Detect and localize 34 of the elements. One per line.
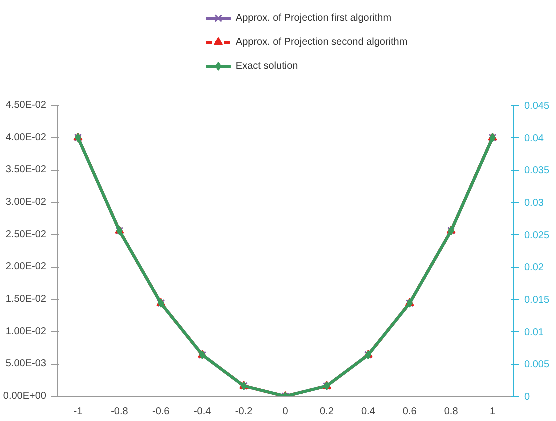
y2-tick-label: 0 <box>524 392 530 403</box>
x-tick-label: 0.8 <box>444 406 459 418</box>
x-tick-label: -0.8 <box>111 406 129 418</box>
y-tick-label: 3.00E-02 <box>6 197 47 208</box>
y2-tick-label: 0.01 <box>524 327 544 338</box>
legend-label: Approx. of Projection second algorithm <box>236 37 408 48</box>
y-tick-label: 5.00E-03 <box>6 358 47 370</box>
y-tick-label: 1.00E-02 <box>6 326 47 338</box>
x-tick-label: 1 <box>490 406 496 418</box>
y2-tick-label: 0.045 <box>524 101 550 112</box>
y2-tick-label: 0.03 <box>524 198 544 209</box>
legend-label: Approx. of Projection first algorithm <box>236 13 392 24</box>
x-tick-label: -0.4 <box>194 406 212 418</box>
y-tick-label: 1.50E-02 <box>6 294 47 305</box>
y2-tick-label: 0.015 <box>524 295 550 306</box>
x-tick-label: 0.6 <box>402 406 418 418</box>
y2-tick-label: 0.035 <box>524 166 550 177</box>
y2-tick-label: 0.02 <box>524 262 544 274</box>
y-tick-label: 3.50E-02 <box>6 164 47 176</box>
y2-tick-label: 0.04 <box>524 133 544 144</box>
y-tick-label: 4.00E-02 <box>6 132 47 144</box>
y-tick-label: 2.50E-02 <box>6 229 47 240</box>
y-tick-label: 2.00E-02 <box>6 262 47 273</box>
x-tick-label: -1 <box>74 406 84 418</box>
x-tick-label: 0 <box>282 406 289 418</box>
y-tick-label: 0.00E+00 <box>3 391 47 402</box>
y-tick-label: 4.50E-02 <box>6 100 47 111</box>
x-tick-label: -0.6 <box>152 406 170 418</box>
y2-tick-label: 0.025 <box>524 230 550 242</box>
y2-tick-label: 0.005 <box>524 360 550 371</box>
x-tick-label: 0.2 <box>320 406 334 418</box>
legend-label: Exact solution <box>236 61 298 72</box>
x-tick-label: -0.2 <box>235 406 254 418</box>
x-tick-label: 0.4 <box>361 406 376 418</box>
